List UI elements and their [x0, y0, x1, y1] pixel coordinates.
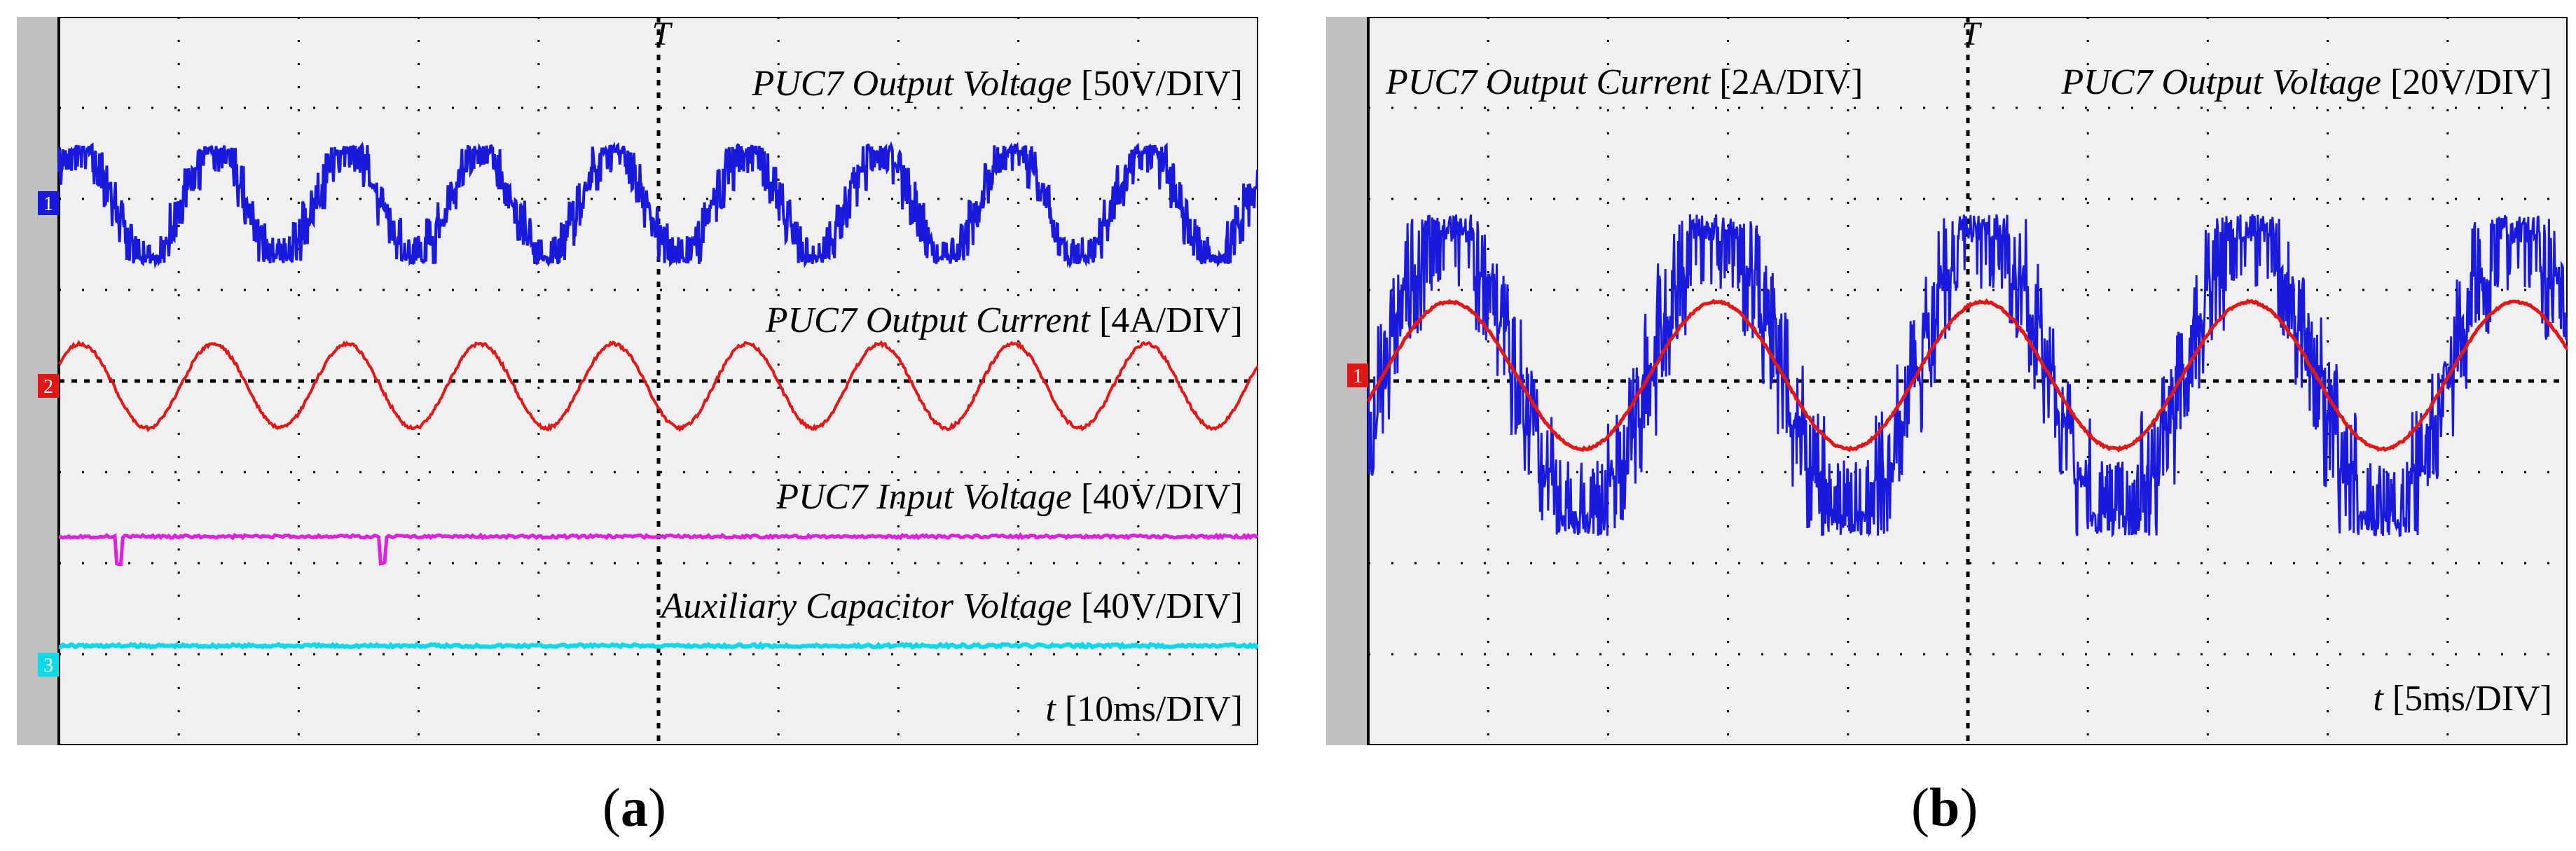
trace-output-current-b	[1366, 298, 2569, 453]
series-label-output-voltage-a: PUC7 Output Voltage [50V/DIV]	[752, 64, 1243, 104]
trace-output-voltage-b	[1367, 214, 2569, 538]
svg-text:1: 1	[43, 193, 53, 215]
traces-b	[1366, 214, 2569, 538]
panel-caption-a: (a)	[602, 777, 666, 838]
grid-b	[1368, 17, 2568, 745]
series-label-aux-capacitor-a: Auxiliary Capacitor Voltage [40V/DIV]	[659, 586, 1243, 626]
svg-text:2: 2	[43, 376, 53, 398]
trace-input-voltage-a	[58, 532, 1260, 567]
trigger-marker-a: T	[652, 17, 673, 53]
svg-text:3: 3	[43, 655, 53, 677]
time-scale-label-b: t [5ms/DIV]	[2373, 679, 2552, 719]
series-label-output-voltage-b: PUC7 Output Voltage [20V/DIV]	[2061, 62, 2552, 102]
trace-output-voltage-a	[57, 141, 1260, 269]
channel-marker-1-a: 1	[38, 191, 59, 215]
traces-a	[57, 141, 1260, 651]
channel-marker-3-a: 3	[38, 653, 59, 677]
grid-a	[59, 17, 1258, 745]
trace-output-current-a	[58, 340, 1260, 433]
oscilloscope-panel-a: T 1 2 3 PUC7 Output Voltage [50V/DIV] PU…	[17, 15, 1260, 747]
svg-text:1: 1	[1353, 366, 1363, 387]
channel-marker-1-b: 1	[1347, 364, 1368, 387]
panel-caption-b: (b)	[1911, 777, 1978, 838]
series-label-output-current-a: PUC7 Output Current [4A/DIV]	[765, 300, 1243, 340]
trigger-marker-b: T	[1962, 17, 1983, 53]
scope-plot-a: T 1 2 3 PUC7 Output Voltage [50V/DIV] PU…	[17, 15, 1260, 747]
time-scale-label-a: t [10ms/DIV]	[1045, 689, 1243, 729]
series-label-output-current-b: PUC7 Output Current [2A/DIV]	[1385, 62, 1863, 102]
oscilloscope-panel-b: T 1 PUC7 Output Current [2A/DIV] PUC7 Ou…	[1326, 15, 2569, 747]
series-label-input-voltage-a: PUC7 Input Voltage [40V/DIV]	[776, 477, 1243, 517]
trace-aux-capacitor-a	[58, 641, 1260, 651]
channel-marker-2-a: 2	[38, 374, 59, 398]
scope-plot-b: T 1 PUC7 Output Current [2A/DIV] PUC7 Ou…	[1326, 15, 2569, 747]
